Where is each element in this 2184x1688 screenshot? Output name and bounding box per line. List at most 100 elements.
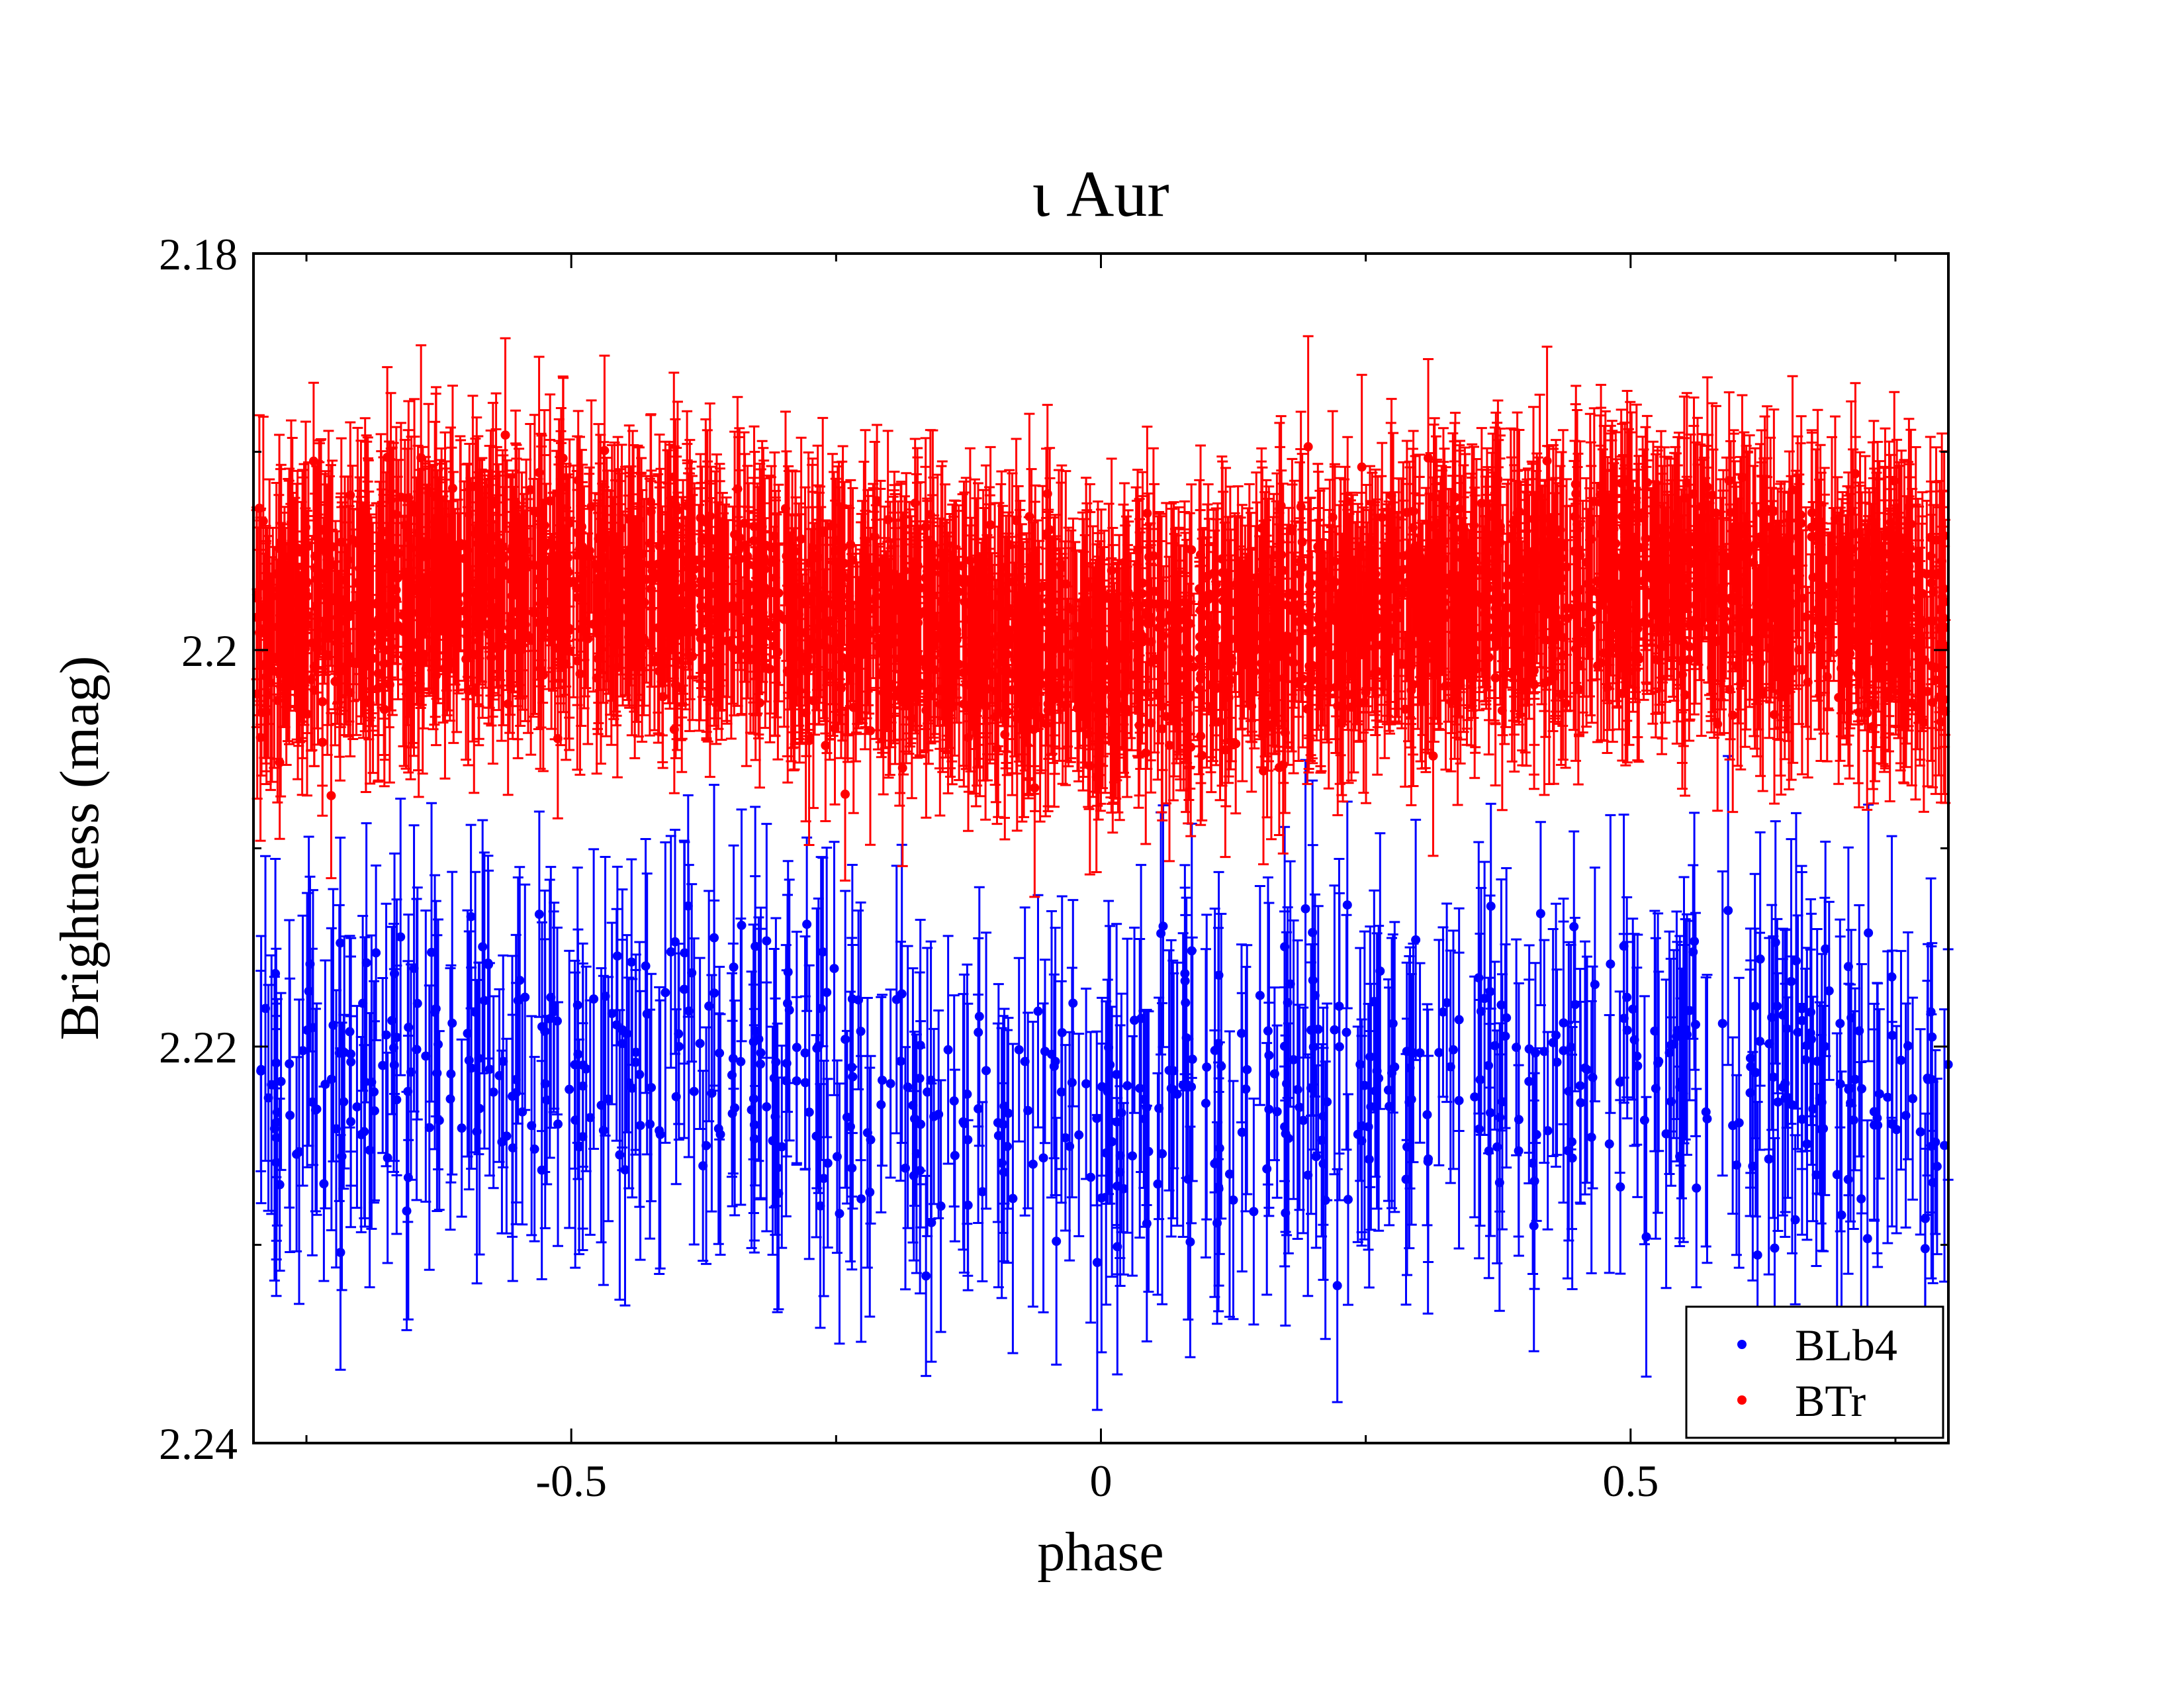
data-marker xyxy=(1502,1013,1512,1023)
data-marker xyxy=(627,957,637,967)
data-marker xyxy=(645,1119,655,1129)
data-marker xyxy=(818,947,828,957)
data-point xyxy=(1027,1021,1038,1308)
data-marker xyxy=(1185,1237,1195,1247)
data-marker xyxy=(876,1100,886,1109)
data-marker xyxy=(1514,1115,1524,1125)
data-marker xyxy=(683,901,693,911)
data-marker xyxy=(1692,1183,1702,1193)
data-marker xyxy=(1014,1045,1024,1055)
data-point xyxy=(1332,1168,1343,1403)
data-marker xyxy=(1156,929,1166,939)
data-marker xyxy=(1242,1064,1252,1074)
data-marker xyxy=(1342,1027,1351,1037)
data-point xyxy=(1770,820,1781,1065)
data-marker xyxy=(574,1142,584,1152)
data-marker xyxy=(1755,1037,1765,1047)
data-marker xyxy=(1470,1092,1480,1102)
data-marker xyxy=(1415,1048,1425,1058)
data-point xyxy=(291,1056,302,1252)
data-marker xyxy=(981,1066,991,1076)
data-point xyxy=(840,890,851,1189)
data-point xyxy=(891,865,902,1135)
data-marker xyxy=(1135,1084,1145,1094)
data-marker xyxy=(792,1076,801,1086)
data-marker xyxy=(1343,1195,1353,1205)
data-marker xyxy=(1812,1056,1822,1066)
data-marker xyxy=(707,1088,717,1098)
data-point xyxy=(1180,914,1191,1092)
data-point xyxy=(1013,957,1024,1143)
data-marker xyxy=(1575,1081,1585,1091)
data-marker xyxy=(402,1206,412,1216)
data-point xyxy=(1587,965,1598,1190)
data-point xyxy=(885,988,896,1179)
data-point xyxy=(1529,1072,1540,1290)
data-point xyxy=(902,945,913,1229)
data-point xyxy=(1410,818,1422,1061)
data-marker xyxy=(1097,1193,1107,1203)
series-layer xyxy=(251,335,1954,1411)
data-point xyxy=(1134,938,1146,1239)
data-marker xyxy=(319,1179,329,1189)
data-point xyxy=(829,841,840,1096)
data-marker xyxy=(635,1070,645,1080)
data-marker xyxy=(1060,1133,1070,1143)
data-point xyxy=(791,996,802,1166)
data-marker xyxy=(607,1009,617,1019)
data-marker xyxy=(1837,1210,1846,1220)
data-marker xyxy=(1531,1130,1541,1140)
data-marker xyxy=(1040,1047,1050,1056)
data-marker xyxy=(1289,1055,1298,1064)
data-marker xyxy=(1183,1174,1193,1184)
data-marker xyxy=(1567,1153,1577,1163)
data-marker xyxy=(1791,956,1801,966)
data-marker xyxy=(1615,1182,1625,1192)
data-point xyxy=(1302,1053,1314,1297)
data-marker xyxy=(396,932,406,942)
data-marker xyxy=(527,1121,537,1131)
data-point xyxy=(1501,867,1512,1169)
data-marker xyxy=(1236,1029,1246,1039)
data-point xyxy=(1240,966,1251,1213)
data-point xyxy=(1081,987,1092,1180)
data-marker xyxy=(1559,1046,1569,1056)
data-marker xyxy=(406,1067,416,1077)
data-marker xyxy=(1790,1215,1800,1225)
data-point xyxy=(877,994,888,1167)
data-marker xyxy=(783,967,793,977)
data-marker xyxy=(1854,1026,1864,1036)
data-marker xyxy=(886,1078,895,1088)
data-marker xyxy=(1112,1117,1122,1127)
data-point xyxy=(1723,755,1734,1066)
data-marker xyxy=(1454,1096,1464,1105)
data-marker xyxy=(1797,1015,1807,1025)
data-marker xyxy=(1552,1057,1562,1067)
data-marker xyxy=(1038,1153,1048,1163)
data-marker xyxy=(1033,1006,1043,1016)
data-marker xyxy=(713,1124,723,1134)
data-point xyxy=(834,1082,845,1345)
data-marker xyxy=(841,1035,850,1045)
data-marker xyxy=(320,1080,330,1090)
data-marker xyxy=(1201,1098,1210,1108)
data-marker xyxy=(709,933,719,943)
data-marker xyxy=(727,1070,737,1080)
data-marker xyxy=(256,1064,266,1074)
data-point xyxy=(424,984,435,1271)
data-marker xyxy=(1311,1152,1321,1162)
data-point xyxy=(755,906,766,1199)
data-marker xyxy=(1870,1120,1880,1130)
data-marker xyxy=(308,1023,318,1033)
data-marker xyxy=(1806,1035,1816,1045)
data-point xyxy=(1414,962,1426,1144)
data-marker xyxy=(1819,1123,1829,1133)
data-marker xyxy=(631,1047,641,1057)
data-marker xyxy=(1485,1108,1495,1118)
data-point xyxy=(1494,1053,1505,1312)
data-marker xyxy=(361,958,371,968)
data-marker xyxy=(381,1030,391,1040)
data-marker xyxy=(1281,1129,1291,1139)
data-marker xyxy=(1666,1097,1676,1107)
